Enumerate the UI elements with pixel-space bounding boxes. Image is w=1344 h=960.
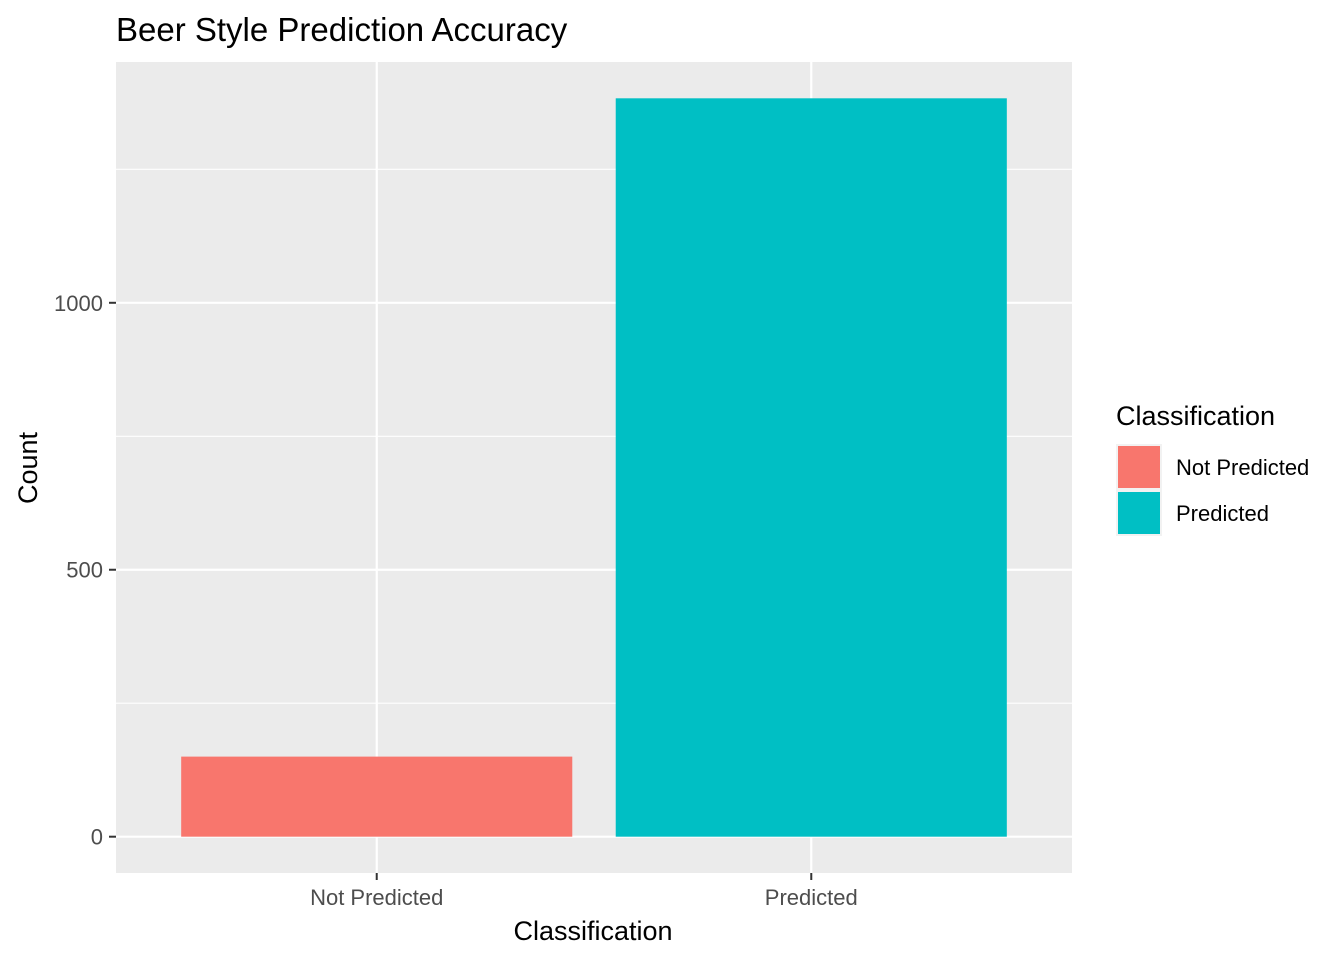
legend-key-swatch — [1118, 492, 1160, 534]
legend: Classification Not Predicted Predicted — [1116, 401, 1309, 536]
y-axis: 0 500 1000 — [54, 291, 116, 850]
x-axis: Not Predicted Predicted — [310, 873, 858, 910]
legend-label: Not Predicted — [1176, 455, 1309, 480]
x-tick-label: Predicted — [765, 885, 858, 910]
y-tick-label: 0 — [91, 825, 103, 850]
y-tick-label: 500 — [66, 558, 103, 583]
y-axis-title: Count — [13, 431, 43, 504]
bars — [181, 98, 1007, 837]
x-tick-label: Not Predicted — [310, 885, 443, 910]
y-tick-label: 1000 — [54, 291, 103, 316]
chart-title: Beer Style Prediction Accuracy — [116, 11, 568, 48]
x-axis-title: Classification — [513, 916, 672, 946]
legend-entries: Not Predicted Predicted — [1116, 444, 1309, 536]
bar-predicted — [615, 98, 1007, 837]
bar-not-predicted — [181, 756, 573, 837]
legend-title: Classification — [1116, 401, 1275, 431]
legend-label: Predicted — [1176, 501, 1269, 526]
legend-key-swatch — [1118, 446, 1160, 488]
